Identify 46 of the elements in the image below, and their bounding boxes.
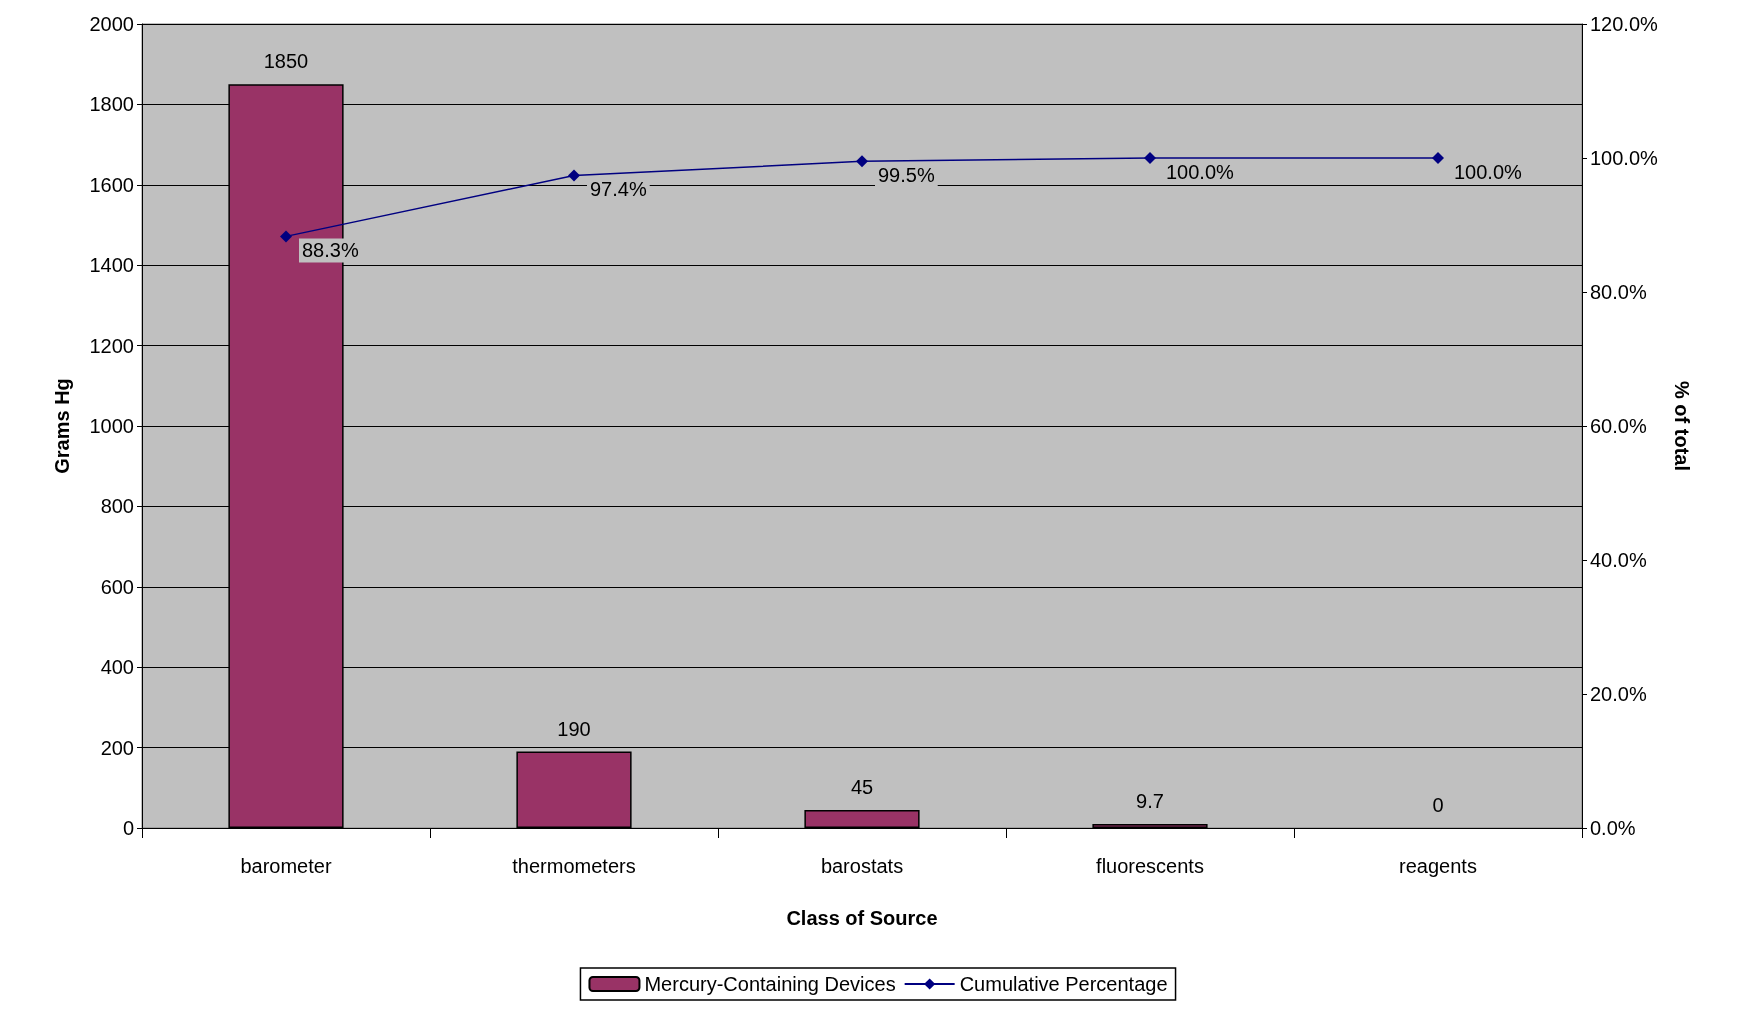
bar — [804, 809, 920, 828]
data-label: 97.4% — [590, 178, 647, 201]
y-tick-label: 1600 — [89, 173, 134, 196]
y-tick-label: 1800 — [89, 93, 134, 116]
data-label: 99.5% — [878, 164, 935, 187]
y-tick-label: 200 — [100, 736, 134, 759]
x-tick-label: barometer — [240, 855, 332, 877]
y2-tick-label: 0.0% — [1590, 817, 1636, 839]
bar — [516, 751, 632, 828]
data-label: 0 — [1432, 794, 1444, 816]
y2-tick-label: 60.0% — [1590, 415, 1647, 437]
point — [1432, 152, 1444, 164]
x-tick-label: thermometers — [512, 855, 636, 877]
data-label: 190 — [557, 717, 591, 740]
data-label: 88.3% — [302, 239, 359, 262]
data-label: 100.0% — [1454, 161, 1523, 183]
y-tick-label: 800 — [100, 495, 134, 518]
x-tick-label: reagents — [1399, 855, 1477, 877]
x-tick-label: fluorescents — [1096, 855, 1204, 877]
point — [568, 169, 580, 182]
data-label: 45 — [850, 775, 874, 798]
y2-tick-label: 80.0% — [1590, 281, 1647, 303]
legend-label: Mercury-Containing Devices — [644, 973, 896, 995]
y-tick-label: 1200 — [89, 334, 134, 357]
y2-tick-label: 100.0% — [1590, 147, 1659, 169]
point — [856, 155, 868, 168]
data-label: 100.0% — [1166, 161, 1235, 183]
y-tick-label: 400 — [100, 656, 134, 679]
y-tick-label: 1400 — [89, 254, 134, 277]
y2-tick-label: 40.0% — [1590, 549, 1647, 571]
point — [280, 230, 292, 243]
y2-axis-title: % of total — [1671, 381, 1693, 471]
y2-tick-label: 20.0% — [1590, 683, 1647, 705]
y-tick-label: 1000 — [89, 415, 134, 437]
x-axis-title: Class of Source — [786, 907, 938, 929]
data-label: 9.7 — [1136, 790, 1164, 813]
point — [1144, 152, 1156, 164]
x-tick-label: barostats — [820, 855, 904, 877]
y2-tick-label: 120.0% — [1590, 13, 1659, 35]
y-tick-label: 600 — [100, 575, 134, 598]
bar — [1092, 824, 1208, 828]
y-tick-label: 0 — [122, 817, 134, 839]
y-tick-label: 2000 — [89, 13, 134, 35]
data-label: 1850 — [263, 50, 309, 73]
y-axis-title: Grams Hg — [51, 378, 73, 474]
legend-label: Cumulative Percentage — [959, 973, 1168, 995]
